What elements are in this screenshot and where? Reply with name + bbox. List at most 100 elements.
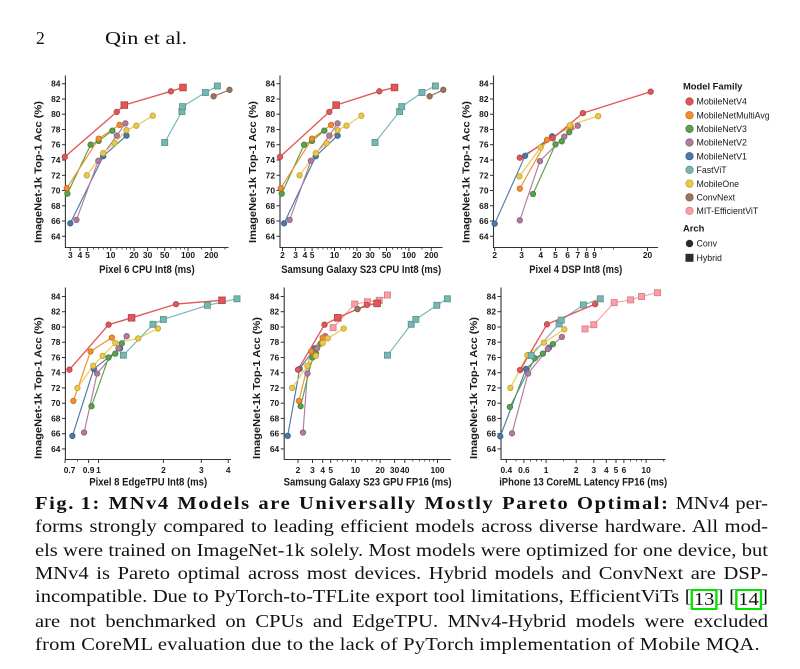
svg-text:72: 72 — [487, 383, 497, 393]
svg-text:0.4: 0.4 — [500, 465, 512, 475]
svg-text:64: 64 — [479, 231, 489, 241]
svg-text:64: 64 — [487, 444, 497, 454]
svg-text:74: 74 — [487, 368, 497, 378]
svg-text:20: 20 — [352, 250, 362, 260]
svg-text:2: 2 — [280, 250, 285, 260]
svg-text:Pixel 4 DSP Int8 (ms): Pixel 4 DSP Int8 (ms) — [529, 264, 622, 276]
svg-text:78: 78 — [51, 125, 61, 135]
svg-text:100: 100 — [402, 250, 416, 260]
svg-text:5: 5 — [553, 250, 558, 260]
svg-text:74: 74 — [266, 155, 276, 165]
svg-text:78: 78 — [270, 337, 280, 347]
svg-text:Hybrid: Hybrid — [697, 253, 723, 263]
svg-text:Conv: Conv — [697, 239, 718, 249]
svg-text:66: 66 — [51, 216, 61, 226]
svg-text:74: 74 — [51, 155, 61, 165]
svg-text:82: 82 — [270, 307, 280, 317]
svg-text:ConvNext: ConvNext — [697, 193, 736, 203]
svg-text:80: 80 — [487, 322, 497, 332]
svg-text:66: 66 — [266, 216, 276, 226]
svg-text:80: 80 — [51, 109, 61, 119]
svg-text:66: 66 — [487, 429, 497, 439]
svg-text:iPhone 13 CoreML Latency FP16: iPhone 13 CoreML Latency FP16 (ms) — [499, 477, 667, 489]
svg-text:80: 80 — [266, 109, 276, 119]
svg-text:6: 6 — [622, 465, 627, 475]
svg-text:10: 10 — [330, 250, 340, 260]
svg-text:3: 3 — [199, 465, 204, 475]
svg-text:66: 66 — [270, 429, 280, 439]
svg-text:78: 78 — [487, 337, 497, 347]
svg-text:76: 76 — [270, 353, 280, 363]
svg-text:0.9: 0.9 — [83, 465, 95, 475]
svg-text:70: 70 — [51, 398, 61, 408]
svg-text:3: 3 — [310, 465, 315, 475]
svg-text:2: 2 — [161, 465, 166, 475]
svg-text:68: 68 — [51, 201, 61, 211]
svg-text:30: 30 — [365, 250, 375, 260]
svg-text:76: 76 — [51, 140, 61, 150]
svg-text:ImageNet-1k Top-1 Acc (%): ImageNet-1k Top-1 Acc (%) — [469, 317, 480, 459]
svg-text:10: 10 — [106, 250, 116, 260]
svg-text:4: 4 — [78, 250, 83, 260]
svg-text:82: 82 — [487, 307, 497, 317]
svg-text:1: 1 — [96, 465, 101, 475]
svg-text:68: 68 — [487, 413, 497, 423]
svg-text:72: 72 — [270, 383, 280, 393]
svg-text:5: 5 — [328, 465, 333, 475]
svg-text:30: 30 — [143, 250, 153, 260]
svg-text:Samsung Galaxy S23 GPU FP16 (m: Samsung Galaxy S23 GPU FP16 (ms) — [284, 477, 452, 489]
svg-text:70: 70 — [270, 398, 280, 408]
svg-text:50: 50 — [382, 250, 392, 260]
svg-text:74: 74 — [51, 368, 61, 378]
svg-text:84: 84 — [487, 292, 497, 302]
svg-text:100: 100 — [431, 465, 445, 475]
svg-text:80: 80 — [51, 322, 61, 332]
svg-text:76: 76 — [487, 353, 497, 363]
svg-text:7: 7 — [575, 250, 580, 260]
svg-text:66: 66 — [51, 429, 61, 439]
svg-text:4: 4 — [303, 250, 308, 260]
svg-text:4: 4 — [604, 465, 609, 475]
svg-text:1: 1 — [544, 465, 549, 475]
svg-text:82: 82 — [51, 94, 61, 104]
svg-text:66: 66 — [479, 216, 489, 226]
svg-text:76: 76 — [479, 140, 489, 150]
svg-text:84: 84 — [479, 79, 489, 89]
svg-text:FastViT: FastViT — [697, 165, 728, 175]
svg-text:ImageNet-1k Top-1 Acc (%): ImageNet-1k Top-1 Acc (%) — [248, 101, 259, 243]
svg-text:5: 5 — [85, 250, 90, 260]
svg-text:78: 78 — [479, 125, 489, 135]
svg-text:78: 78 — [51, 337, 61, 347]
svg-text:80: 80 — [270, 322, 280, 332]
svg-text:10: 10 — [351, 465, 361, 475]
svg-text:3: 3 — [68, 250, 73, 260]
svg-text:MobileNetV2: MobileNetV2 — [697, 138, 747, 148]
svg-text:9: 9 — [592, 250, 597, 260]
svg-text:82: 82 — [266, 94, 276, 104]
svg-text:70: 70 — [51, 186, 61, 196]
svg-text:6: 6 — [565, 250, 570, 260]
svg-text:68: 68 — [270, 413, 280, 423]
svg-text:0.7: 0.7 — [64, 465, 76, 475]
svg-text:4: 4 — [538, 250, 543, 260]
svg-text:MobileNetV4: MobileNetV4 — [697, 97, 747, 107]
svg-text:84: 84 — [270, 292, 280, 302]
svg-text:84: 84 — [266, 79, 276, 89]
svg-text:84: 84 — [51, 292, 61, 302]
svg-text:Pixel 8 EdgeTPU Int8 (ms): Pixel 8 EdgeTPU Int8 (ms) — [89, 477, 207, 489]
svg-text:200: 200 — [204, 250, 218, 260]
svg-text:MIT-EfficientViT: MIT-EfficientViT — [697, 206, 759, 216]
svg-text:72: 72 — [51, 170, 61, 180]
svg-text:5: 5 — [310, 250, 315, 260]
svg-text:64: 64 — [266, 231, 276, 241]
svg-text:50: 50 — [160, 250, 170, 260]
svg-text:64: 64 — [51, 444, 61, 454]
svg-text:72: 72 — [51, 383, 61, 393]
svg-text:Arch: Arch — [683, 223, 705, 234]
svg-text:70: 70 — [266, 186, 276, 196]
svg-text:30: 30 — [390, 465, 400, 475]
svg-text:68: 68 — [479, 201, 489, 211]
svg-text:80: 80 — [479, 109, 489, 119]
svg-text:Pixel 6 CPU Int8 (ms): Pixel 6 CPU Int8 (ms) — [99, 264, 195, 276]
svg-text:76: 76 — [266, 140, 276, 150]
